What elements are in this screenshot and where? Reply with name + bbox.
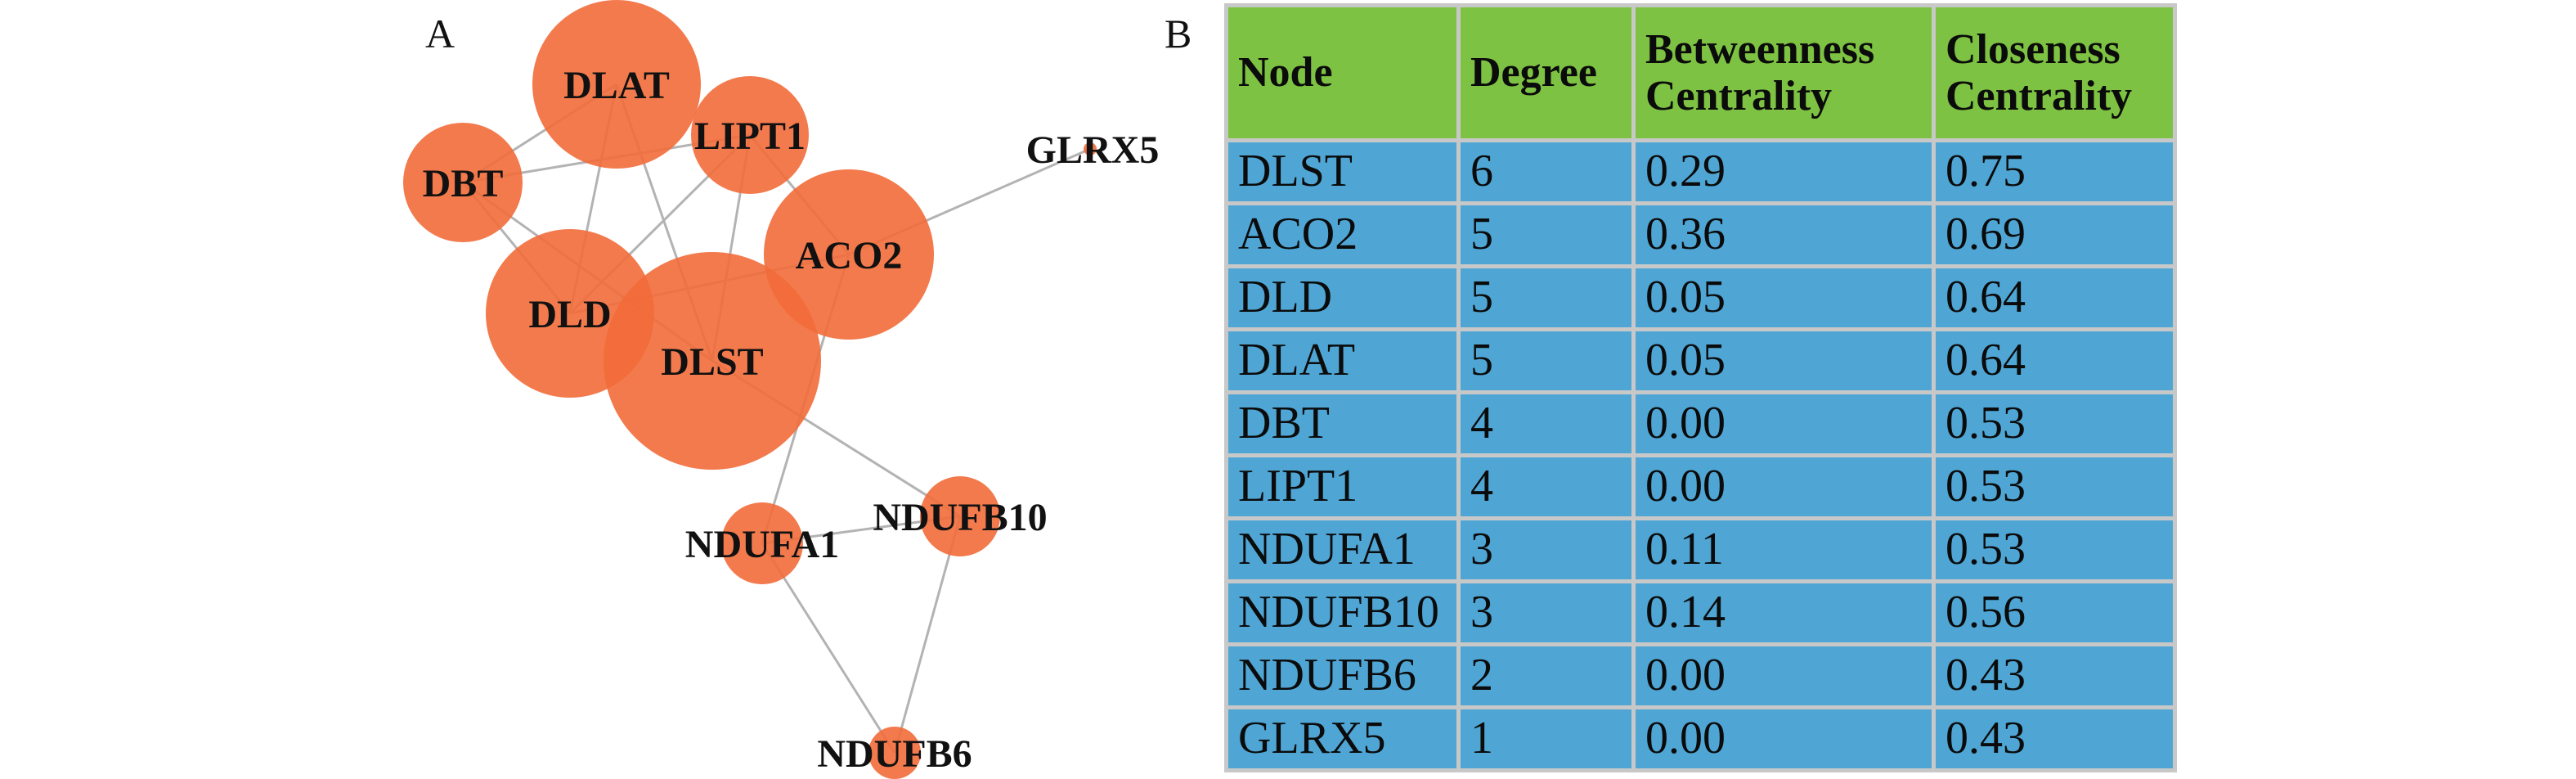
table-cell: LIPT1 — [1224, 453, 1461, 520]
node-DLAT — [532, 0, 701, 169]
node-label-DBT: DBT — [423, 162, 504, 205]
table-cell: 0.64 — [1932, 264, 2177, 331]
table-cell: 1 — [1456, 705, 1636, 772]
column-header: Degree — [1456, 3, 1636, 142]
table-cell: DLD — [1224, 264, 1461, 331]
node-label-NDUFA1: NDUFA1 — [685, 523, 839, 566]
node-label-NDUFB10: NDUFB10 — [873, 496, 1047, 539]
column-header: Betweenness Centrality — [1631, 3, 1936, 142]
node-DLST — [604, 252, 821, 470]
table-cell: 3 — [1456, 516, 1636, 583]
table-cell: GLRX5 — [1224, 705, 1461, 772]
table-cell: 0.53 — [1932, 390, 2177, 457]
table-cell: 2 — [1456, 642, 1636, 709]
table-cell: DLAT — [1224, 327, 1461, 394]
node-label-LIPT1: LIPT1 — [694, 115, 806, 158]
node-ACO2 — [764, 169, 934, 340]
panel-a-label: A — [425, 11, 456, 56]
table-cell: 6 — [1456, 138, 1636, 205]
table-row: DLST 6 0.29 0.75 — [1224, 138, 2177, 205]
edge-NDUFB10-NDUFB6 — [893, 516, 962, 754]
table-cell: 0.11 — [1631, 516, 1936, 583]
node-GLRX5 — [1084, 142, 1097, 155]
node-label-DLST: DLST — [661, 340, 763, 384]
table-cell: DLST — [1224, 138, 1461, 205]
table-cell: 0.29 — [1631, 138, 1936, 205]
column-header: Closeness Centrality — [1932, 3, 2177, 142]
table-cell: 5 — [1456, 327, 1636, 394]
table-cell: 5 — [1456, 201, 1636, 268]
table-cell: 0.53 — [1932, 516, 2177, 583]
table-cell: NDUFB10 — [1224, 579, 1461, 646]
panel-b-label: B — [1165, 11, 1192, 56]
table-cell: 0.36 — [1631, 201, 1936, 268]
table-cell: 4 — [1456, 390, 1636, 457]
table-row: NDUFB6 2 0.00 0.43 — [1224, 642, 2177, 709]
table-row: DLD 5 0.05 0.64 — [1224, 264, 2177, 331]
table-cell: 0.05 — [1631, 327, 1936, 394]
table-row: LIPT1 4 0.00 0.53 — [1224, 453, 2177, 520]
table-cell: 5 — [1456, 264, 1636, 331]
table-cell: ACO2 — [1224, 201, 1461, 268]
table-cell: 3 — [1456, 579, 1636, 646]
table-cell: 0.14 — [1631, 579, 1936, 646]
table-cell: 4 — [1456, 453, 1636, 520]
table-cell: NDUFA1 — [1224, 516, 1461, 583]
table-cell: 0.00 — [1631, 642, 1936, 709]
node-label-NDUFB6: NDUFB6 — [817, 732, 972, 776]
nodes — [403, 0, 1097, 779]
table-cell: 0.69 — [1932, 201, 2177, 268]
node-label-DLAT: DLAT — [563, 64, 670, 107]
table-cell: NDUFB6 — [1224, 642, 1461, 709]
edge-NDUFA1-NDUFB6 — [761, 543, 896, 754]
node-LIPT1 — [691, 76, 809, 194]
table-row: GLRX5 1 0.00 0.43 — [1224, 705, 2177, 772]
node-NDUFA1 — [721, 502, 803, 584]
table-cell: 0.75 — [1932, 138, 2177, 205]
table-cell: 0.43 — [1932, 705, 2177, 772]
column-header: Node — [1224, 3, 1461, 142]
table-row: ACO2 5 0.36 0.69 — [1224, 201, 2177, 268]
node-label-GLRX5: GLRX5 — [1026, 128, 1160, 172]
table-row: NDUFB10 3 0.14 0.56 — [1224, 579, 2177, 646]
node-label-DLD: DLD — [528, 293, 611, 336]
table-cell: 0.00 — [1631, 705, 1936, 772]
centrality-table: Node Degree Betweenness Centrality Closenes… — [1224, 3, 2177, 772]
table-cell: 0.05 — [1631, 264, 1936, 331]
table-cell: DBT — [1224, 390, 1461, 457]
table-cell: 0.00 — [1631, 390, 1936, 457]
node-DBT — [403, 123, 523, 242]
table-row: NDUFA1 3 0.11 0.53 — [1224, 516, 2177, 583]
node-label-ACO2: ACO2 — [796, 234, 903, 277]
node-NDUFB10 — [920, 476, 1000, 556]
table-row: DLAT 5 0.05 0.64 — [1224, 327, 2177, 394]
table-cell: 0.43 — [1932, 642, 2177, 709]
table-row: DBT 4 0.00 0.53 — [1224, 390, 2177, 457]
table-cell: 0.64 — [1932, 327, 2177, 394]
node-labels: DLAT LIPT1 DBT ACO2 DLD DLST GLRX5 NDUFB10 NDUFA… — [423, 64, 1160, 776]
node-NDUFB6 — [868, 727, 921, 779]
table-header-row: Node Degree Betweenness Centrality Closenes… — [1224, 3, 2177, 142]
table-cell: 0.53 — [1932, 453, 2177, 520]
table-cell: 0.56 — [1932, 579, 2177, 646]
table-cell: 0.00 — [1631, 453, 1936, 520]
